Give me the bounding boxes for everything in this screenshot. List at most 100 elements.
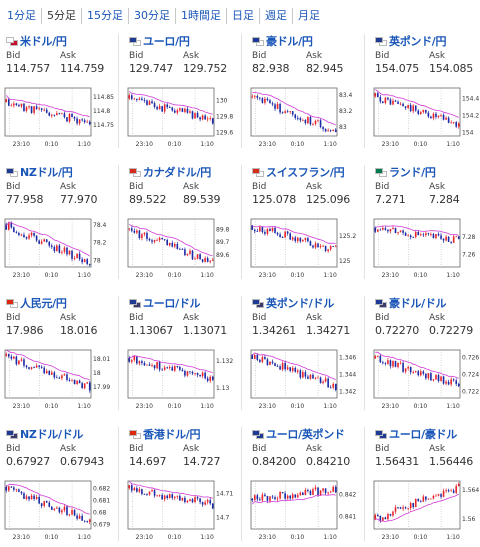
candle-body [13,103,15,106]
x-tick-label: 0:10 [168,403,182,410]
pair-title-link[interactable]: 豪ドル/円 [252,34,313,48]
mini-candlestick-chart[interactable]: 89.8 89.7 89.6 23:10 0:10 1:10 [123,213,239,281]
bid-value: 1.34261 [252,324,297,337]
tab-5[interactable]: 日足 [226,8,259,24]
moving-average-line [375,225,459,236]
candle-body [317,243,319,248]
pair-title-link[interactable]: ユーロ/豪ドル [375,427,457,441]
candle-body [259,97,261,99]
mini-candlestick-chart[interactable]: 1.132 1.13 23:10 0:10 1:10 [123,344,239,412]
chart-svg: 130 129.8 129.6 23:10 0:10 1:10 [127,87,233,148]
tab-3[interactable]: 30分足 [128,8,175,24]
candle-body [427,233,430,235]
pair-title-link[interactable]: NZドル/ドル [6,427,83,441]
candle-body [18,232,20,236]
mini-candlestick-chart[interactable]: 14.71 14.7 23:10 0:10 1:10 [123,475,239,543]
candle-body [61,251,63,253]
candle-body [276,103,279,109]
candle-body [23,493,25,499]
pair-title-link[interactable]: 米ドル/円 [6,34,67,48]
tab-2[interactable]: 15分足 [81,8,128,24]
candle-body [153,240,156,242]
pair-title-link[interactable]: 英ポンド/円 [375,34,447,48]
mini-candlestick-chart[interactable]: 0.726 0.724 0.722 23:10 0:10 1:10 [369,344,480,412]
ask-label: Ask [306,182,323,192]
candle-body [419,501,422,503]
candle-body [143,363,146,366]
pair-title-link[interactable]: ランド/円 [375,165,436,179]
currency-flags-icon [129,167,141,177]
candle-body [437,233,440,236]
bid-label: Bid [129,444,144,454]
candle-body [15,489,18,491]
pair-title-link[interactable]: ユーロ/ドル [129,296,201,310]
candle-body [83,383,86,389]
candle-body [30,367,33,369]
candle-body [7,99,10,106]
mini-candlestick-chart[interactable]: 1.346 1.344 1.342 23:10 0:10 1:10 [246,344,362,412]
candle-body [455,122,458,127]
tab-7[interactable]: 月足 [292,8,325,24]
candle-body [199,498,201,503]
mini-candlestick-chart[interactable]: 1.564 1.56 23:10 0:10 1:10 [369,475,480,543]
moving-average-line [129,224,213,256]
candle-body [261,357,264,362]
candle-body [314,487,317,490]
candle-body [286,495,289,499]
tab-1[interactable]: 5分足 [41,8,81,24]
x-tick-label: 1:10 [446,141,460,148]
mini-candlestick-chart[interactable]: 130 129.8 129.6 23:10 0:10 1:10 [123,82,239,150]
mini-candlestick-chart[interactable]: 0.682 0.681 0.68 0.679 23:10 0:10 1:10 [0,475,116,543]
tab-0[interactable]: 1分足 [7,9,36,22]
mini-candlestick-chart[interactable]: 125.2 125 23:10 0:10 1:10 [246,213,362,281]
mini-candlestick-chart[interactable]: 78.4 78.2 78 23:10 0:10 1:10 [0,213,116,281]
tab-4[interactable]: 1時間足 [175,8,226,24]
mini-candlestick-chart[interactable]: 83.4 83.2 83 23:10 0:10 1:10 [246,82,362,150]
x-tick-label: 23:10 [13,403,30,410]
currency-flags-icon [6,429,18,439]
pair-name: 英ポンド/円 [389,35,447,48]
mini-candlestick-chart[interactable]: 114.85 114.8 114.75 23:10 0:10 1:10 [0,82,116,150]
candle-body [376,355,379,357]
candle-body [171,494,174,498]
candle-body [312,374,314,379]
pair-title-link[interactable]: ユーロ/英ポンド [252,427,345,441]
candle-body [206,258,209,262]
candle-body [136,488,138,492]
candle-body [374,514,377,520]
candle-body [78,380,81,384]
candle-body [286,367,289,370]
pair-title-link[interactable]: スイスフラン/円 [252,165,345,179]
mini-candlestick-chart[interactable]: 0.842 0.841 23:10 0:10 1:10 [246,475,362,543]
pair-title-link[interactable]: カナダドル/円 [129,165,211,179]
candle-body [73,258,76,259]
candle-body [417,231,420,236]
pair-title-link[interactable]: ユーロ/円 [129,34,190,48]
candle-body [56,507,58,509]
pair-title-link[interactable]: 香港ドル/円 [129,427,201,441]
candle-body [412,372,415,373]
chart-svg: 18.01 18 17.99 23:10 0:10 1:10 [4,349,110,410]
candle-body [379,229,382,231]
candle-body [63,247,66,252]
candle-body [329,387,332,389]
y-tick-label: 0.724 [462,372,479,379]
pair-title-link[interactable]: 豪ドル/ドル [375,296,447,310]
candle-body [392,227,394,230]
candle-body [376,229,379,232]
x-tick-label: 0:10 [291,272,305,279]
candle-body [256,495,259,500]
pair-title-link[interactable]: NZドル/円 [6,165,73,179]
mini-candlestick-chart[interactable]: 7.28 7.26 23:10 0:10 1:10 [369,213,480,281]
candle-body [389,99,392,105]
y-tick-label: 1.13 [216,385,230,392]
candle-body [66,247,68,255]
candle-body [179,248,181,250]
mini-candlestick-chart[interactable]: 18.01 18 17.99 23:10 0:10 1:10 [0,344,116,412]
candle-body [38,108,40,110]
pair-title-link[interactable]: 人民元/円 [6,296,67,310]
pair-title-link[interactable]: 英ポンド/ドル [252,296,334,310]
mini-candlestick-chart[interactable]: 154.4 154.2 154 23:10 0:10 1:10 [369,82,480,150]
candle-body [71,510,73,515]
tab-6[interactable]: 週足 [259,8,292,24]
